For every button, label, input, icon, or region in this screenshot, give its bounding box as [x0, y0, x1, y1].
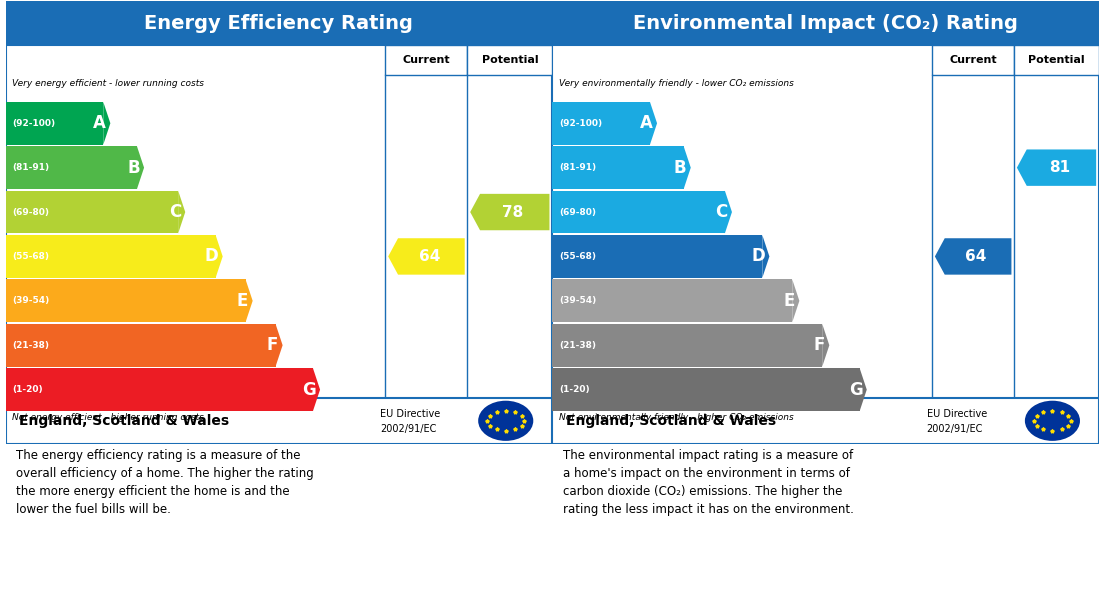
Text: (81-91): (81-91) — [559, 163, 596, 172]
Text: G: G — [301, 381, 316, 398]
Text: EU Directive: EU Directive — [379, 409, 440, 419]
Text: (69-80): (69-80) — [12, 207, 50, 217]
Text: (69-80): (69-80) — [559, 207, 596, 217]
Bar — [6, 102, 103, 144]
Text: 64: 64 — [965, 249, 987, 264]
Text: (39-54): (39-54) — [559, 296, 596, 305]
Text: E: E — [783, 292, 795, 310]
Text: Not energy efficient - higher running costs: Not energy efficient - higher running co… — [12, 412, 203, 422]
Polygon shape — [822, 324, 829, 367]
Text: (55-68): (55-68) — [559, 252, 596, 261]
Text: Very environmentally friendly - lower CO₂ emissions: Very environmentally friendly - lower CO… — [559, 79, 793, 88]
Text: E: E — [236, 292, 249, 310]
Bar — [6, 324, 275, 367]
Text: Potential: Potential — [482, 55, 538, 65]
Circle shape — [478, 401, 534, 441]
Text: 64: 64 — [418, 249, 440, 264]
Polygon shape — [314, 368, 320, 411]
Text: C: C — [715, 203, 727, 221]
Bar — [385, 45, 468, 75]
Polygon shape — [178, 191, 185, 233]
Text: Potential: Potential — [1028, 55, 1085, 65]
Text: 81: 81 — [1048, 160, 1070, 175]
Text: Current: Current — [949, 55, 997, 65]
Text: 2002/91/EC: 2002/91/EC — [926, 424, 983, 434]
Polygon shape — [388, 238, 464, 275]
Text: (55-68): (55-68) — [12, 252, 50, 261]
Text: 78: 78 — [502, 204, 524, 220]
Bar — [552, 146, 684, 189]
Text: C: C — [168, 203, 180, 221]
Polygon shape — [245, 280, 253, 323]
Bar — [552, 280, 792, 323]
Text: (1-20): (1-20) — [559, 385, 590, 394]
Text: D: D — [205, 247, 218, 266]
Text: Not environmentally friendly - higher CO₂ emissions: Not environmentally friendly - higher CO… — [559, 412, 793, 422]
Text: (21-38): (21-38) — [559, 341, 596, 349]
Text: G: G — [848, 381, 862, 398]
Text: B: B — [674, 159, 686, 177]
Text: (92-100): (92-100) — [559, 119, 602, 128]
Text: (81-91): (81-91) — [12, 163, 50, 172]
Polygon shape — [138, 146, 144, 189]
Bar — [552, 398, 1099, 444]
Text: B: B — [128, 159, 140, 177]
Polygon shape — [762, 235, 769, 278]
Bar — [1014, 45, 1099, 75]
Polygon shape — [725, 191, 732, 233]
Text: Energy Efficiency Rating: Energy Efficiency Rating — [144, 13, 414, 33]
Circle shape — [1025, 401, 1080, 441]
Polygon shape — [650, 102, 657, 144]
Polygon shape — [275, 324, 283, 367]
Text: EU Directive: EU Directive — [926, 409, 987, 419]
Text: A: A — [640, 114, 652, 132]
Text: A: A — [94, 114, 106, 132]
Text: Environmental Impact (CO₂) Rating: Environmental Impact (CO₂) Rating — [634, 13, 1018, 33]
Text: 2002/91/EC: 2002/91/EC — [379, 424, 437, 434]
Bar — [6, 368, 313, 411]
Text: (92-100): (92-100) — [12, 119, 55, 128]
Bar — [6, 146, 138, 189]
Bar — [6, 280, 245, 323]
Bar — [552, 324, 822, 367]
Text: England, Scotland & Wales: England, Scotland & Wales — [565, 414, 775, 428]
Text: The energy efficiency rating is a measure of the
overall efficiency of a home. T: The energy efficiency rating is a measur… — [16, 449, 315, 516]
Bar — [552, 368, 860, 411]
Bar — [6, 191, 178, 233]
Polygon shape — [935, 238, 1011, 275]
Bar — [552, 235, 762, 278]
Text: (21-38): (21-38) — [12, 341, 50, 349]
Polygon shape — [470, 194, 550, 230]
Text: F: F — [814, 336, 825, 354]
Text: The environmental impact rating is a measure of
a home's impact on the environme: The environmental impact rating is a mea… — [563, 449, 854, 516]
Text: England, Scotland & Wales: England, Scotland & Wales — [19, 414, 229, 428]
Polygon shape — [1016, 149, 1097, 186]
Bar — [552, 191, 725, 233]
Text: (1-20): (1-20) — [12, 385, 43, 394]
Text: D: D — [751, 247, 764, 266]
Bar — [468, 45, 552, 75]
Text: F: F — [267, 336, 278, 354]
Polygon shape — [860, 368, 867, 411]
Text: Very energy efficient - lower running costs: Very energy efficient - lower running co… — [12, 79, 205, 88]
Text: (39-54): (39-54) — [12, 296, 50, 305]
Bar — [6, 235, 216, 278]
Bar — [932, 45, 1014, 75]
Polygon shape — [103, 102, 110, 144]
Text: Current: Current — [403, 55, 450, 65]
Polygon shape — [684, 146, 691, 189]
Polygon shape — [216, 235, 222, 278]
Polygon shape — [792, 280, 800, 323]
Bar — [6, 398, 552, 444]
Bar — [552, 102, 650, 144]
